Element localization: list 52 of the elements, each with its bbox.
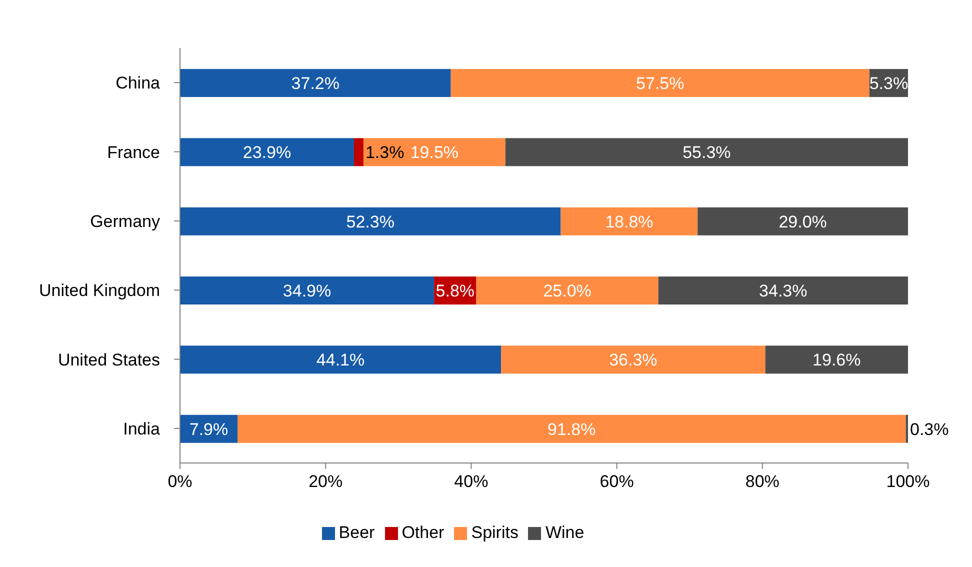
- legend-label: Beer: [338, 523, 375, 542]
- bar: [238, 414, 906, 443]
- y-tick-label: India: [123, 419, 161, 438]
- data-label: 52.3%: [346, 212, 394, 232]
- data-label: 1.3%: [365, 143, 404, 162]
- bar: [180, 69, 451, 97]
- bar: [180, 207, 561, 236]
- data-label: 7.9%: [189, 420, 228, 439]
- legend-label: Wine: [545, 523, 584, 542]
- x-tick-label: 0%: [168, 472, 192, 492]
- legend-label: Spirits: [471, 523, 518, 542]
- bar: [363, 138, 506, 166]
- bar: [450, 69, 870, 97]
- bar: [505, 138, 908, 166]
- bar: [180, 346, 502, 374]
- data-label: 19.5%: [410, 143, 459, 162]
- bar: [354, 138, 364, 166]
- data-label: 29.0%: [778, 212, 827, 232]
- data-label: 0.3%: [910, 420, 949, 439]
- data-label: 57.5%: [636, 74, 684, 93]
- data-label: 23.9%: [242, 143, 292, 162]
- legend-label: Other: [402, 523, 444, 542]
- x-tick-label: 40%: [454, 472, 488, 492]
- data-label: 5.3%: [869, 74, 908, 93]
- data-label: 18.8%: [605, 212, 654, 232]
- data-label: 44.1%: [316, 350, 365, 370]
- data-label: 19.6%: [812, 350, 861, 370]
- bar: [180, 138, 354, 166]
- x-tick-label: 100%: [886, 472, 930, 492]
- y-tick-label: Germany: [90, 212, 160, 231]
- data-label: 34.9%: [282, 281, 332, 300]
- data-label: 36.3%: [609, 350, 658, 370]
- bar: [476, 276, 658, 304]
- data-label: 34.3%: [759, 281, 808, 300]
- y-tick-label: China: [116, 74, 161, 93]
- bar: [765, 346, 908, 374]
- y-tick-label: United Kingdom: [39, 281, 160, 300]
- data-label: 5.8%: [436, 281, 475, 300]
- data-label: 55.3%: [682, 143, 731, 162]
- bar: [698, 207, 908, 236]
- y-tick-label: France: [107, 142, 160, 162]
- x-tick-label: 80%: [745, 472, 780, 492]
- bar: [180, 276, 434, 304]
- data-label: 91.8%: [548, 420, 596, 439]
- bar: [658, 276, 908, 304]
- data-label: 37.2%: [291, 74, 340, 93]
- bar: [560, 207, 698, 236]
- y-tick-label: United States: [58, 350, 160, 370]
- x-tick-label: 20%: [308, 472, 343, 492]
- data-label: 25.0%: [543, 281, 592, 300]
- x-tick-label: 60%: [600, 472, 634, 492]
- bar: [501, 346, 766, 374]
